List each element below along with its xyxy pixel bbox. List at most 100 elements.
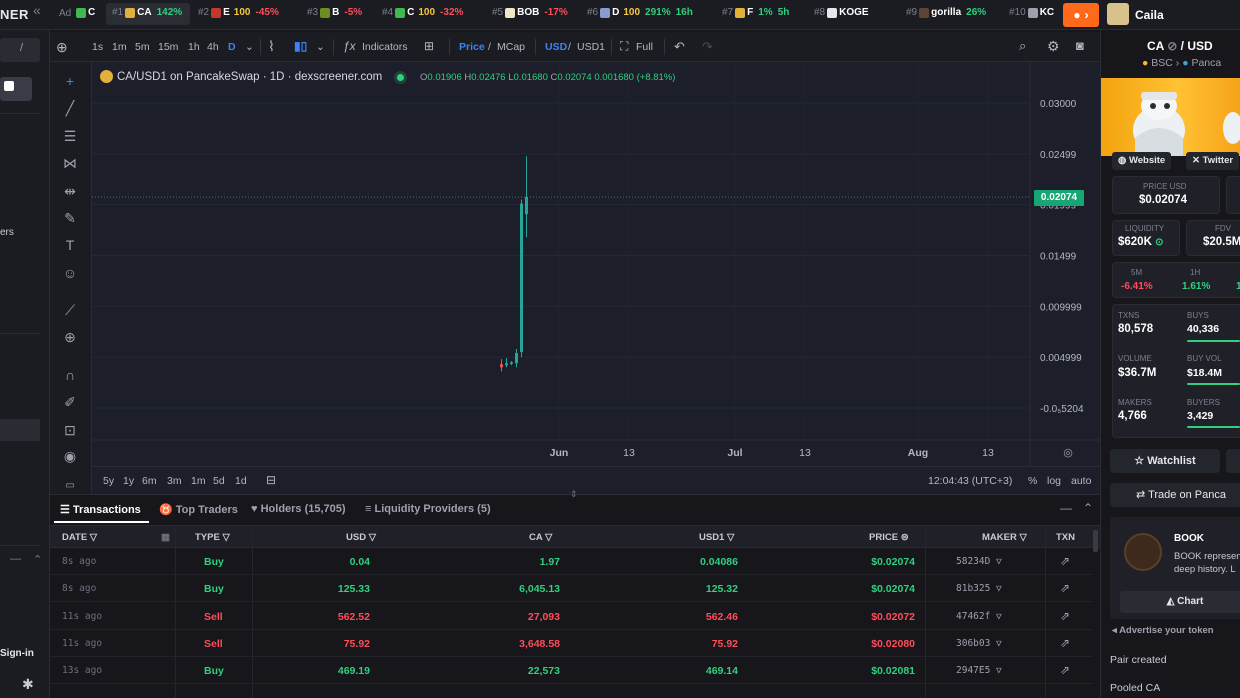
- interval-button[interactable]: 1m: [112, 41, 127, 53]
- usd-toggle[interactable]: USD: [545, 41, 568, 53]
- gear-icon[interactable]: ⚙: [1047, 38, 1060, 54]
- interval-button[interactable]: 15m: [158, 41, 179, 53]
- sidebar-item-highlight[interactable]: [0, 419, 40, 441]
- redo-icon[interactable]: ↷: [702, 39, 713, 54]
- table-row[interactable]: 13s ago Buy 469.19 22,573 469.14 $0.02081 2947…: [50, 657, 1093, 684]
- date-range-icon[interactable]: ⊟: [266, 473, 277, 487]
- indicators-button[interactable]: Indicators: [362, 41, 408, 53]
- range-button[interactable]: 1m: [191, 475, 206, 487]
- add-symbol-icon[interactable]: ⊕: [56, 39, 68, 55]
- alert-button[interactable]: [1226, 449, 1240, 473]
- row-maker[interactable]: 47462f ▽: [956, 611, 1002, 622]
- scale-option[interactable]: %: [1028, 475, 1038, 487]
- external-link-icon[interactable]: ⇗: [1060, 554, 1071, 568]
- chain-label[interactable]: BSC: [1151, 57, 1173, 69]
- trending-fire-button[interactable]: ● ›: [1063, 3, 1099, 27]
- advertise-link[interactable]: ◂ Advertise your token: [1112, 625, 1214, 636]
- collapse-sidebar-icon[interactable]: «: [33, 2, 41, 18]
- filter-icon[interactable]: ▽: [545, 532, 553, 543]
- emoji-icon[interactable]: ☺: [62, 265, 78, 281]
- table-row[interactable]: 8s ago Buy 125.33 6,045.13 125.32 $0.02074 81b…: [50, 575, 1093, 602]
- copy-icon[interactable]: ⊘: [1167, 39, 1178, 53]
- filter-icon[interactable]: ▽: [222, 532, 230, 543]
- ticker-item[interactable]: #2 E 100 -45%: [198, 7, 279, 18]
- fullscreen-button[interactable]: Full: [636, 41, 653, 53]
- filter-icon[interactable]: ▽: [990, 665, 1002, 676]
- lock-icon[interactable]: ⊡: [64, 422, 76, 438]
- ticker-item[interactable]: #4 C 100 -32%: [382, 7, 463, 18]
- col-date[interactable]: DATE ▽: [62, 532, 97, 543]
- candlestick-icon[interactable]: ▮▯: [294, 39, 308, 53]
- twitter-button[interactable]: ✕ Twitter: [1186, 152, 1240, 170]
- price-chart[interactable]: 0.03000 0.02499 0.01999 0.01499 0.009999 0.00…: [92, 62, 1100, 494]
- range-button[interactable]: 1y: [123, 475, 135, 487]
- row-maker[interactable]: 81b325 ▽: [956, 583, 1002, 594]
- scale-option[interactable]: log: [1047, 475, 1062, 487]
- price-toggle[interactable]: Price: [459, 41, 485, 53]
- ticker-item[interactable]: #3 B -5%: [307, 7, 362, 18]
- interval-button[interactable]: 5m: [135, 41, 150, 53]
- lock-drawing-icon[interactable]: ✐: [64, 394, 76, 410]
- expand-panel-icon[interactable]: ⌃: [1083, 501, 1094, 515]
- ticker-item[interactable]: #5 BOB -17%: [492, 7, 568, 18]
- interval-button[interactable]: 1h: [188, 41, 200, 53]
- table-row[interactable]: 8s ago Buy 0.04 1.97 0.04086 $0.02074 58234D ▽…: [50, 548, 1093, 575]
- range-button[interactable]: 6m: [142, 475, 157, 487]
- ticker-item[interactable]: #1 CA 142%: [112, 7, 182, 18]
- info-icon[interactable]: ⊜: [900, 532, 909, 543]
- col-maker[interactable]: MAKER ▽: [982, 532, 1027, 543]
- trend-line-icon[interactable]: ╱: [65, 100, 75, 116]
- interval-button[interactable]: D: [228, 41, 236, 53]
- watchlist-button[interactable]: ☆ Watchlist: [1110, 449, 1220, 473]
- website-button[interactable]: ◍ Website: [1112, 152, 1172, 170]
- col-token[interactable]: CA ▽: [529, 532, 552, 543]
- interval-button[interactable]: 4h: [207, 41, 219, 53]
- chevron-down-icon[interactable]: ⌄: [245, 41, 254, 53]
- ticker-item[interactable]: C: [74, 7, 95, 18]
- col-type[interactable]: TYPE ▽: [195, 532, 230, 543]
- projection-icon[interactable]: ⇹: [64, 183, 76, 199]
- calendar-icon[interactable]: ▦: [161, 532, 170, 543]
- range-button[interactable]: 1d: [235, 475, 247, 487]
- row-maker[interactable]: 2947E5 ▽: [956, 665, 1002, 676]
- fib-retracement-icon[interactable]: ☰: [63, 128, 77, 144]
- col-usd[interactable]: USD ▽: [346, 532, 376, 543]
- promoted-chart-button[interactable]: ◭ Chart: [1120, 591, 1240, 613]
- sidebar-item-label[interactable]: ers: [0, 227, 14, 238]
- brush-icon[interactable]: ✎: [64, 210, 76, 226]
- col-price[interactable]: PRICE ⊜: [869, 532, 909, 543]
- external-link-icon[interactable]: ⇗: [1060, 636, 1071, 650]
- external-link-icon[interactable]: ⇗: [1060, 581, 1071, 595]
- trash-icon[interactable]: ▭: [65, 480, 75, 491]
- tab-transactions[interactable]: ☰ Transactions: [60, 503, 141, 516]
- range-button[interactable]: 5y: [103, 475, 115, 487]
- ticker-item[interactable]: #8 KOGE: [814, 7, 869, 18]
- filter-icon[interactable]: ▽: [726, 532, 735, 543]
- ticker-item[interactable]: #7 F 1% 5h: [722, 7, 789, 18]
- timeframe-card[interactable]: [1112, 262, 1240, 298]
- fullscreen-icon[interactable]: ⛶: [620, 39, 629, 53]
- zoom-in-icon[interactable]: ⊕: [64, 329, 76, 345]
- minimize-panel-icon[interactable]: —: [1060, 501, 1072, 515]
- undo-icon[interactable]: ↶: [674, 39, 685, 54]
- resize-handle[interactable]: ⇕: [570, 489, 578, 499]
- ticker-item[interactable]: #9 gorilla 26%: [906, 7, 986, 18]
- row-maker[interactable]: 306b03 ▽: [956, 638, 1002, 649]
- trade-button[interactable]: ⇄ Trade on Panca: [1110, 483, 1240, 507]
- chevron-down-icon[interactable]: ⌄: [316, 41, 325, 53]
- magnet-icon[interactable]: ∩: [64, 367, 76, 383]
- quote-toggle[interactable]: USD1: [577, 41, 606, 53]
- filter-icon[interactable]: ▽: [89, 532, 98, 543]
- scale-option[interactable]: auto: [1071, 475, 1092, 487]
- external-link-icon[interactable]: ⇗: [1060, 609, 1071, 623]
- chart-clock[interactable]: 12:04:43 (UTC+3): [928, 475, 1013, 487]
- tab-holders[interactable]: ♥ Holders (15,705): [251, 503, 346, 515]
- search-box[interactable]: [0, 38, 40, 62]
- range-button[interactable]: 3m: [167, 475, 182, 487]
- row-maker[interactable]: 58234D ▽: [956, 556, 1002, 567]
- minimize-icon[interactable]: —: [10, 553, 21, 565]
- search-icon[interactable]: ⌕: [1019, 38, 1027, 53]
- tab-top-traders[interactable]: ♉ Top Traders: [159, 503, 238, 516]
- range-button[interactable]: 5d: [213, 475, 225, 487]
- sign-in-link[interactable]: Sign-in: [0, 648, 34, 659]
